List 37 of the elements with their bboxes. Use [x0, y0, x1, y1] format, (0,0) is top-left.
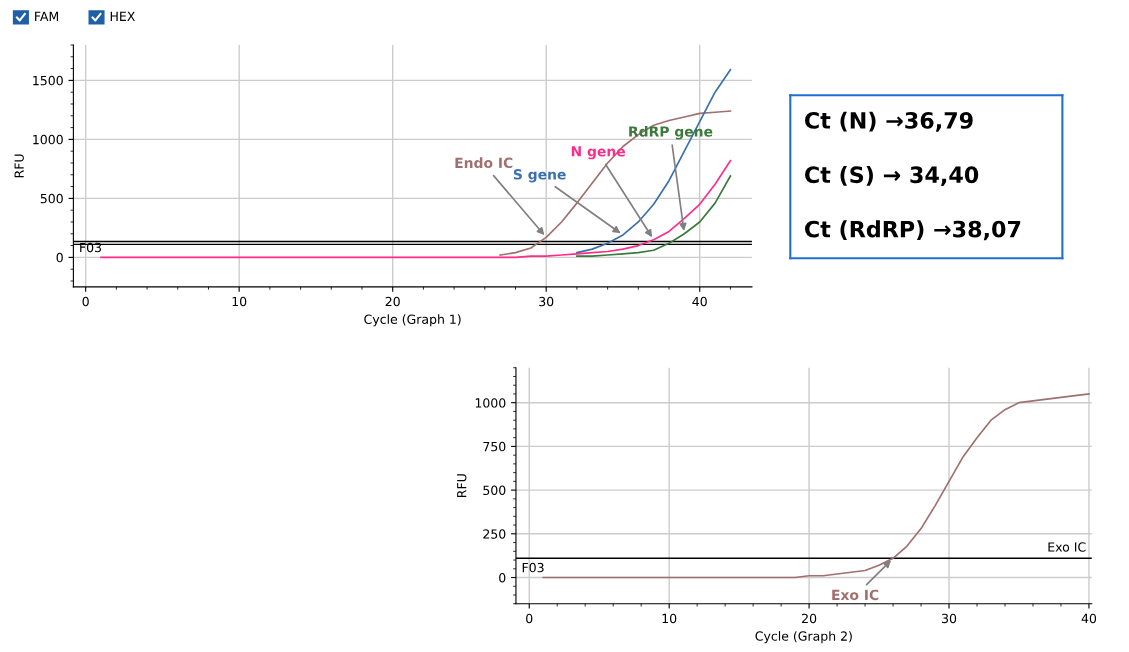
text: Ct (S) → 34,40	[805, 165, 979, 186]
text: HEX	[110, 11, 135, 21]
y-tick-label: 500	[483, 485, 506, 496]
annotation: F03	[522, 562, 544, 573]
line-series	[576, 175, 732, 258]
x-tick-label: 10	[232, 296, 247, 307]
y-tick-label: 0	[499, 573, 506, 583]
line-series	[499, 110, 732, 256]
y-tick-label: 1000	[33, 134, 63, 145]
text: Endo IC	[455, 157, 513, 169]
y-tick-label: 500	[40, 193, 63, 204]
text: FAM	[35, 11, 59, 21]
y-tick-label: 0	[56, 252, 63, 263]
series-label: Exo IC	[832, 589, 879, 601]
y-tick-label: 1000	[475, 398, 506, 408]
line-series	[542, 393, 1090, 579]
x-tick-label: 20	[385, 296, 400, 307]
y-axis-title: RFU	[457, 474, 467, 498]
y-tick-label: 1500	[33, 75, 63, 86]
x-tick-label: 0	[82, 296, 89, 307]
x-tick-label: 40	[1081, 613, 1097, 624]
y-tick-label: 750	[483, 441, 506, 452]
text: Ct (RdRP) →38,07	[805, 220, 1021, 241]
x-tick-label: 20	[802, 613, 817, 624]
line-series	[100, 159, 732, 259]
text: S gene	[513, 169, 566, 183]
x-tick-label: 40	[692, 296, 707, 307]
x-axis-title: Cycle (Graph 1)	[364, 314, 461, 327]
y-axis-title: RFU	[14, 154, 24, 178]
ref-line-label: Exo IC	[1048, 542, 1086, 552]
x-tick-label: 30	[942, 613, 957, 624]
x-tick-label: 10	[662, 613, 677, 624]
y-tick-label: 250	[483, 529, 506, 539]
x-axis-title: Cycle (Graph 2)	[755, 631, 852, 644]
text: Ct (N) →36,79	[805, 111, 973, 132]
x-tick-label: 0	[526, 613, 533, 624]
x-tick-label: 30	[539, 296, 554, 307]
